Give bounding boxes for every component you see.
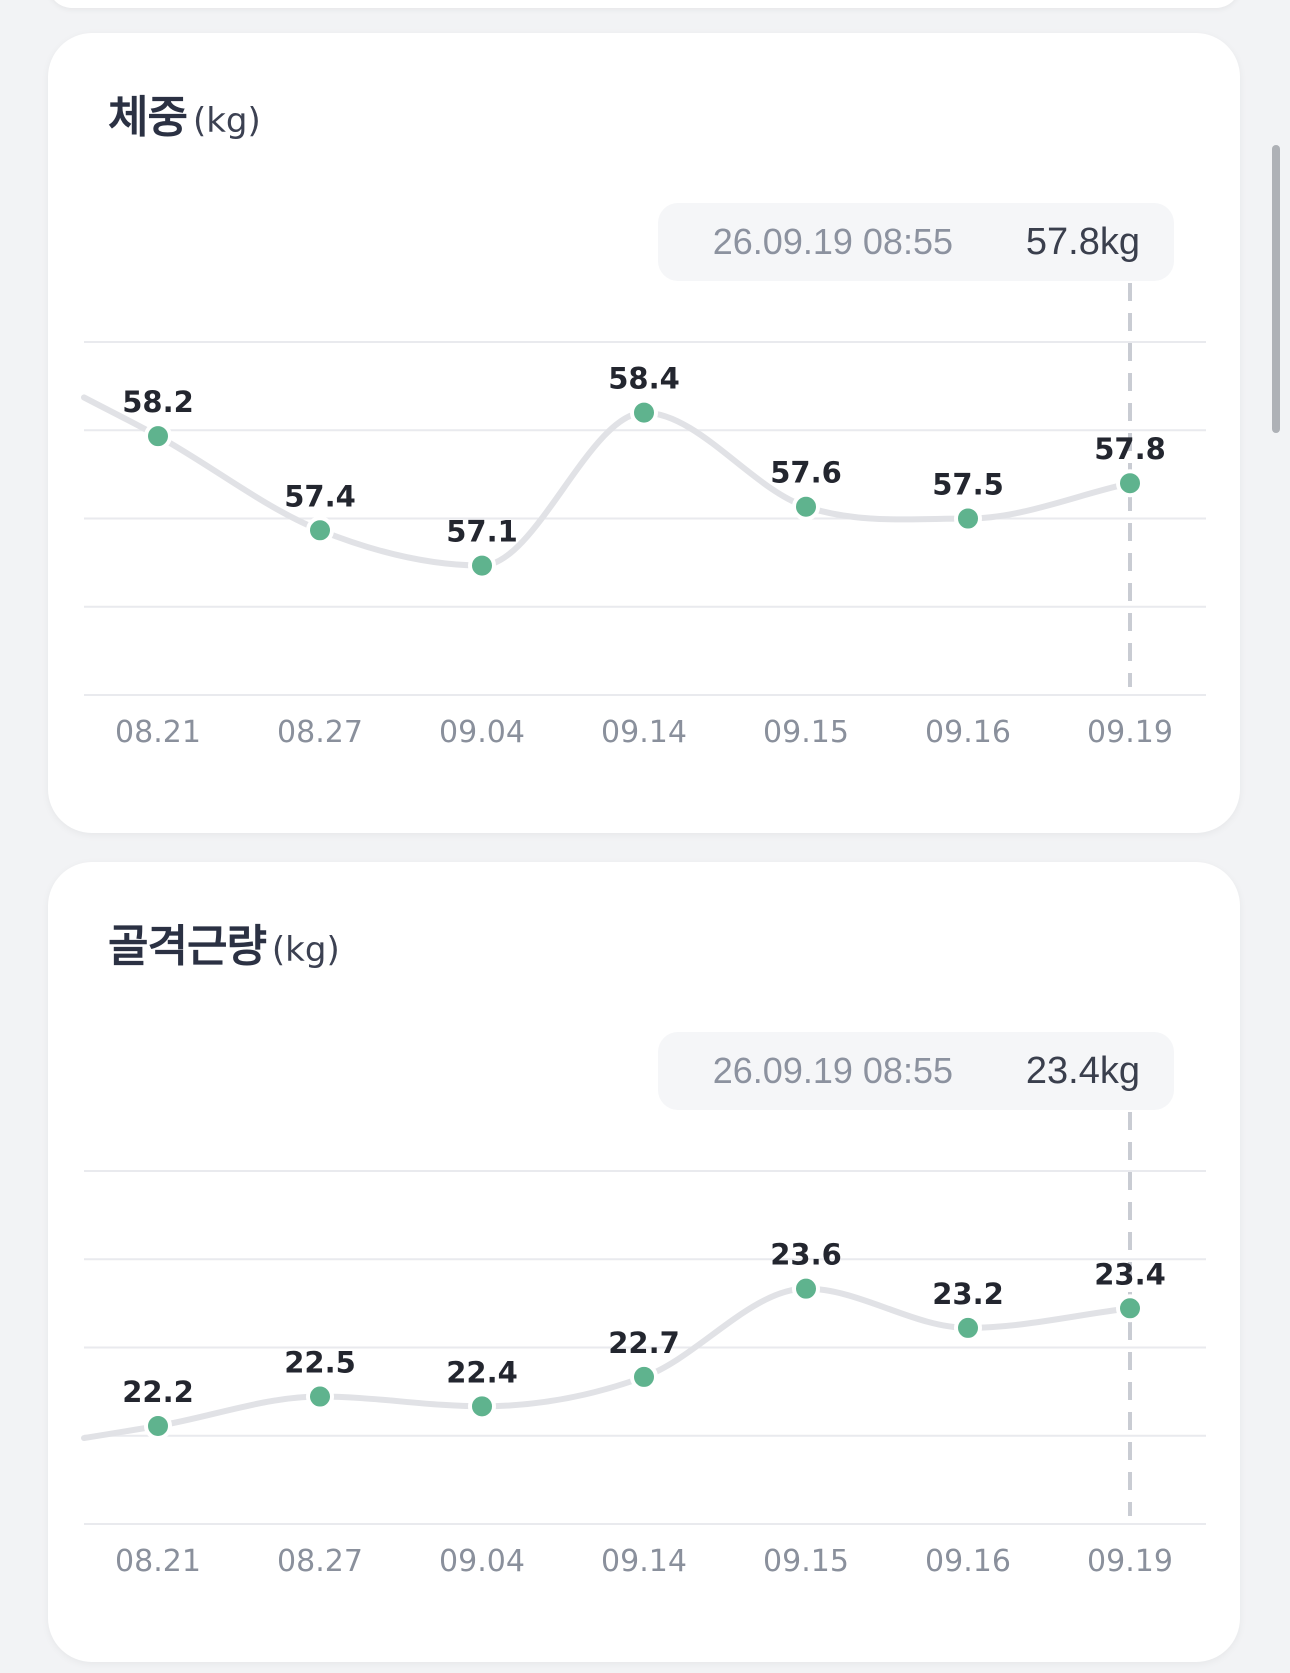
data-label: 58.2 — [122, 385, 194, 419]
previous-card-edge — [48, 0, 1240, 8]
grid-lines — [84, 1170, 1206, 1525]
tooltip-datetime: 26.09.19 08:55 — [713, 1050, 953, 1091]
card-title-unit: (kg) — [192, 101, 261, 141]
x-tick-label: 09.15 — [763, 715, 849, 750]
card-title: 체중 (kg) — [108, 81, 261, 145]
grid-lines — [84, 341, 1206, 696]
data-point[interactable] — [306, 1382, 334, 1411]
data-point[interactable] — [468, 551, 496, 580]
x-tick-label: 09.16 — [925, 715, 1011, 750]
card-title: 골격근량 (kg) — [108, 910, 340, 974]
data-label: 22.4 — [446, 1355, 518, 1389]
data-label: 57.6 — [770, 456, 842, 490]
weight-line-chart[interactable]: 26.09.19 08:55 57.8kg 58.2 57.4 57.1 58.4 57.6… — [48, 33, 1240, 833]
tooltip-value: 57.8kg — [1026, 221, 1140, 263]
x-tick-label: 09.19 — [1087, 715, 1173, 750]
data-label: 23.4 — [1094, 1257, 1166, 1291]
card-title-unit: (kg) — [271, 930, 340, 970]
selected-tooltip: 26.09.19 08:55 57.8kg — [658, 203, 1174, 281]
x-tick-label: 09.16 — [925, 1544, 1011, 1579]
series-line — [81, 1285, 1133, 1442]
x-tick-label: 08.21 — [115, 715, 201, 750]
x-tick-label: 08.27 — [277, 1544, 363, 1579]
tooltip-background — [658, 1032, 1174, 1110]
data-label: 57.4 — [284, 479, 356, 513]
x-tick-label: 09.04 — [439, 1544, 525, 1579]
data-point[interactable] — [144, 1411, 172, 1440]
card-title-text: 체중 — [108, 92, 188, 143]
tooltip-datetime: 26.09.19 08:55 — [713, 221, 953, 262]
skeletal-muscle-line-chart[interactable]: 26.09.19 08:55 23.4kg 22.2 22.5 22.4 22.7 23.6… — [48, 862, 1240, 1662]
data-label: 22.7 — [608, 1326, 680, 1360]
selected-tooltip: 26.09.19 08:55 23.4kg — [658, 1032, 1174, 1110]
x-tick-label: 08.21 — [115, 1544, 201, 1579]
tooltip-value: 23.4kg — [1026, 1050, 1140, 1092]
data-point[interactable] — [144, 422, 172, 451]
series-line — [81, 394, 1133, 569]
data-point[interactable] — [468, 1392, 496, 1421]
data-label: 22.2 — [122, 1375, 194, 1409]
data-point[interactable] — [792, 492, 820, 521]
data-label: 57.5 — [932, 468, 1004, 502]
data-point[interactable] — [1116, 469, 1144, 498]
data-label: 58.4 — [608, 362, 680, 396]
data-point[interactable] — [792, 1274, 820, 1303]
data-label: 23.2 — [932, 1277, 1004, 1311]
x-tick-label: 09.14 — [601, 1544, 687, 1579]
data-point[interactable] — [954, 504, 982, 533]
data-point[interactable] — [954, 1313, 982, 1342]
x-tick-label: 09.19 — [1087, 1544, 1173, 1579]
x-tick-label: 09.14 — [601, 715, 687, 750]
vertical-scrollbar[interactable] — [1272, 145, 1280, 433]
data-point[interactable] — [1116, 1294, 1144, 1323]
data-point[interactable] — [306, 516, 334, 545]
x-tick-label: 08.27 — [277, 715, 363, 750]
data-label: 23.6 — [770, 1238, 842, 1272]
data-label: 57.1 — [446, 515, 518, 549]
data-point[interactable] — [630, 398, 658, 427]
card-title-text: 골격근량 — [108, 921, 267, 972]
weight-card: 체중 (kg) 26.09.19 08:55 57.8kg 58.2 57.4 57.1 5… — [48, 33, 1240, 833]
skeletal-muscle-card: 골격근량 (kg) 26.09.19 08:55 23.4kg 22.2 22.5 22.… — [48, 862, 1240, 1662]
data-point[interactable] — [630, 1362, 658, 1391]
x-tick-label: 09.04 — [439, 715, 525, 750]
tooltip-background — [658, 203, 1174, 281]
data-label: 22.5 — [284, 1346, 356, 1380]
x-tick-label: 09.15 — [763, 1544, 849, 1579]
data-label: 57.8 — [1094, 432, 1166, 466]
